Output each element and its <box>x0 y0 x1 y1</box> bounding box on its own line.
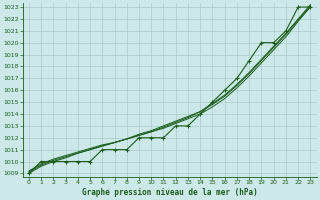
X-axis label: Graphe pression niveau de la mer (hPa): Graphe pression niveau de la mer (hPa) <box>82 188 258 197</box>
